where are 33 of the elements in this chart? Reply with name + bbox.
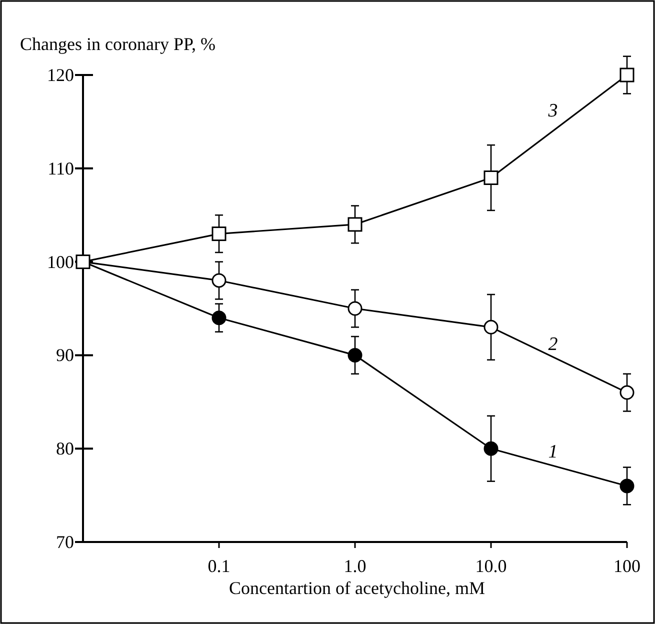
point [484,320,498,334]
y-tick-label: 80 [56,438,74,459]
series-label: 1 [548,441,558,462]
point [620,478,634,494]
y-axis-tick: 110 [48,158,93,178]
y-tick-label: 110 [48,158,74,178]
y-axis-tick: 80 [56,438,93,459]
y-axis-tick: 120 [47,65,93,85]
point [484,441,498,456]
point [212,310,226,326]
x-tick-label: 1.0 [344,556,366,576]
x-axis-title: Concentartion of acetycholine, mM [229,578,485,598]
point [620,68,634,82]
point [348,348,362,362]
y-tick-label: 120 [47,65,74,85]
point [620,385,634,400]
y-tick-label: 100 [47,252,74,272]
point [348,301,362,316]
y-tick-label: 70 [56,532,74,552]
y-tick-label: 90 [56,345,74,366]
point [212,226,226,242]
x-tick-label: 0.1 [208,556,230,576]
point [484,170,498,185]
point [212,273,226,288]
x-tick-label: 100 [614,556,640,576]
y-axis-tick: 70 [56,532,93,552]
series-label: 2 [548,334,558,355]
point [348,217,362,232]
y-axis-tick: 100 [47,252,93,272]
x-tick-label: 10.0 [475,556,507,576]
series-label: 3 [547,100,558,122]
y-axis-title: Changes in coronary PP, % [20,34,216,54]
y-axis-tick: 90 [56,345,93,366]
